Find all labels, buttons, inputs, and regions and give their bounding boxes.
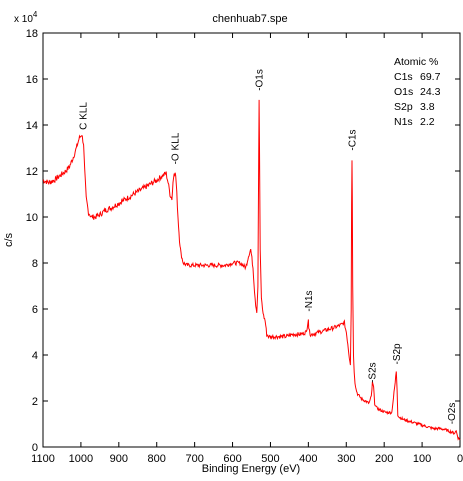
x-tick-label: 200 bbox=[375, 453, 393, 465]
legend-entry-name: S2p bbox=[394, 101, 413, 113]
y-tick-label: 4 bbox=[32, 350, 38, 362]
peak-label: -O1s bbox=[255, 69, 266, 91]
chart-title: chenhuab7.spe bbox=[212, 13, 287, 25]
peak-label: C KLL bbox=[78, 102, 89, 130]
legend-entry-name: C1s bbox=[394, 71, 413, 83]
x-axis: 1100 1000 900 800 700 600 500 400 300 200 100 0 bbox=[31, 33, 463, 465]
peak-annotations: C KLL -O KLL -O1s -N1s -C1s -S2s -S2p -O2s bbox=[78, 69, 458, 424]
legend-title: Atomic % bbox=[394, 56, 438, 68]
y-tick-label: 16 bbox=[26, 74, 38, 86]
x-tick-label: 900 bbox=[110, 453, 128, 465]
x-tick-label: 400 bbox=[299, 453, 317, 465]
x-tick-label: 0 bbox=[457, 453, 463, 465]
y-multiplier-exponent: 4 bbox=[33, 10, 38, 19]
x-tick-label: 700 bbox=[185, 453, 203, 465]
x-tick-label: 500 bbox=[261, 453, 279, 465]
series-line bbox=[42, 99, 461, 441]
y-multiplier-label: x 10 bbox=[14, 14, 33, 25]
y-tick-label: 6 bbox=[32, 304, 38, 316]
atomic-percent-legend: Atomic % C1s 69.7 O1s 24.3 S2p 3.8 N1s 2.2 bbox=[394, 56, 441, 128]
y-tick-label: 18 bbox=[26, 28, 38, 40]
y-axis-label: c/s bbox=[3, 232, 15, 247]
legend-entry-name: O1s bbox=[394, 86, 413, 98]
peak-label: -S2s bbox=[368, 362, 379, 383]
legend-entry-value: 69.7 bbox=[420, 71, 441, 83]
y-tick-label: 12 bbox=[26, 166, 38, 178]
y-tick-label: 14 bbox=[26, 120, 38, 132]
legend-entry-value: 2.2 bbox=[420, 116, 435, 128]
y-multiplier: x 104 bbox=[14, 10, 38, 25]
legend-entry-value: 24.3 bbox=[420, 86, 441, 98]
y-tick-label: 8 bbox=[32, 258, 38, 270]
peak-label: -O2s bbox=[447, 403, 458, 425]
x-axis-label: Binding Energy (eV) bbox=[202, 463, 300, 475]
x-tick-label: 800 bbox=[148, 453, 166, 465]
peak-label: -O KLL bbox=[170, 132, 181, 164]
y-tick-label: 0 bbox=[32, 442, 38, 454]
y-tick-label: 2 bbox=[32, 396, 38, 408]
peak-label: -C1s bbox=[348, 129, 359, 150]
peak-label: -S2p bbox=[392, 343, 403, 365]
y-axis: 0 2 4 6 8 10 12 14 16 18 bbox=[26, 28, 460, 454]
x-tick-label: 300 bbox=[337, 453, 355, 465]
plot-frame bbox=[42, 32, 461, 448]
x-tick-label: 1100 bbox=[31, 453, 55, 465]
y-tick-label: 10 bbox=[26, 212, 38, 224]
x-tick-label: 100 bbox=[413, 453, 431, 465]
x-tick-label: 600 bbox=[223, 453, 241, 465]
peak-label: -N1s bbox=[304, 290, 315, 311]
legend-entry-value: 3.8 bbox=[420, 101, 435, 113]
legend-entry-name: N1s bbox=[394, 116, 413, 128]
x-tick-label: 1000 bbox=[69, 453, 93, 465]
